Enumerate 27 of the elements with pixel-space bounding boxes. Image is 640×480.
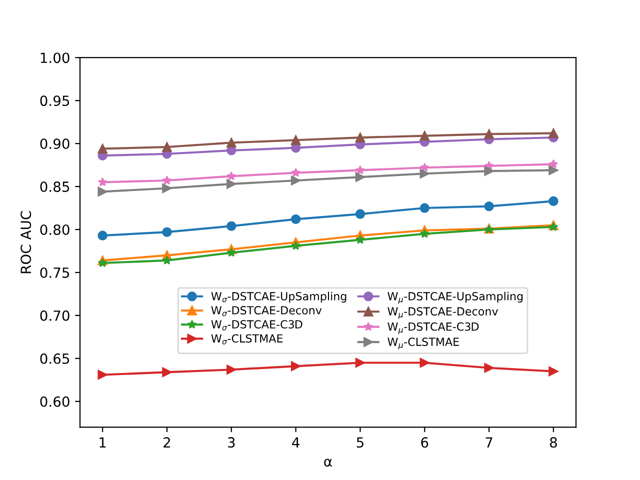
x-tick-label: 1 [100, 437, 106, 448]
x-tick-label: 8 [550, 437, 557, 448]
y-tick-label: 0.95 [40, 96, 70, 106]
y-tick-label: 0.85 [40, 182, 70, 192]
x-tick-label: 7 [486, 437, 492, 448]
x-tick-label: 6 [421, 437, 428, 448]
y-tick-label: 0.70 [40, 310, 70, 321]
legend-label: W$_{σ}$-DSTCAE-UpSampling [211, 292, 346, 303]
legend-label: W$_{σ}$-DSTCAE-Deconv [211, 306, 322, 316]
x-tick-label: 3 [228, 437, 235, 448]
legend-label: W$_{μ}$-CLSTMAE [388, 338, 459, 350]
x-axis-title: α [324, 458, 332, 467]
legend-label: W$_{μ}$-DSTCAE-C3D [388, 322, 479, 334]
y-tick-label: 0.90 [40, 138, 70, 150]
legend-label: W$_{σ}$-CLSTMAE [211, 334, 283, 344]
y-tick-label: 1.00 [40, 52, 70, 64]
legend-label: W$_{μ}$-DSTCAE-UpSampling [388, 292, 523, 304]
x-tick-label: 5 [356, 437, 364, 448]
y-tick-label: 0.80 [40, 224, 70, 235]
legend-label: W$_{σ}$-DSTCAE-C3D [211, 320, 302, 330]
legend-label: W$_{μ}$-DSTCAE-Deconv [388, 307, 498, 319]
y-tick-label: 0.65 [40, 353, 70, 364]
y-tick-label: 0.75 [40, 267, 70, 278]
x-tick-label: 4 [292, 437, 300, 448]
x-tick-label: 2 [164, 437, 170, 448]
y-tick-label: 0.60 [40, 396, 70, 407]
y-axis-title: ROC AUC [20, 211, 32, 274]
